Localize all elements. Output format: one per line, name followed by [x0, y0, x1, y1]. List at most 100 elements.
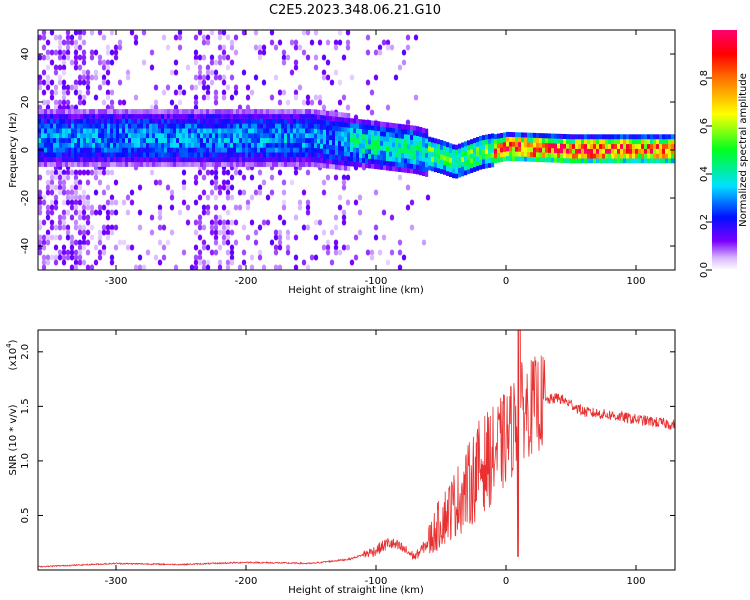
- spectrogram-ridge-cell: [368, 153, 372, 159]
- spectrogram-ridge-cell: [575, 158, 579, 164]
- spectrogram-ridge-cell: [167, 142, 171, 148]
- spectrogram-ridge-cell: [206, 118, 210, 124]
- spectrogram-ridge-cell: [359, 148, 363, 154]
- spectrogram-ridge-cell: [116, 147, 120, 153]
- spectrogram-ridge-cell: [119, 152, 123, 158]
- spectrogram-ridge-cell: [77, 142, 81, 148]
- spectrogram-ridge-cell: [476, 156, 480, 162]
- spectrogram-ridge-cell: [317, 119, 321, 125]
- spectrogram-ridge-cell: [212, 133, 216, 139]
- spectrogram-ridge-cell: [272, 113, 276, 119]
- spectrogram-ridge-cell: [536, 157, 540, 163]
- spectrogram-ridge-cell: [644, 134, 648, 140]
- spectrogram-ridge-cell: [377, 164, 381, 170]
- spectrogram-ridge-cell: [665, 139, 669, 145]
- spectrogram-speckle: [41, 254, 47, 261]
- spectrogram-ridge-cell: [368, 144, 372, 150]
- spectrogram-speckle: [205, 194, 211, 201]
- spectrogram-ridge-cell: [512, 136, 516, 142]
- spectrogram-ridge-cell: [410, 158, 414, 164]
- spectrogram-ridge-cell: [119, 157, 123, 163]
- spectrogram-ridge-cell: [338, 155, 342, 161]
- spectrogram-ridge-cell: [464, 151, 468, 157]
- spectrogram-speckle: [229, 184, 235, 191]
- spectrogram-ridge-cell: [47, 133, 51, 139]
- spectrogram-speckle: [289, 39, 295, 46]
- spectrogram-speckle: [101, 59, 107, 66]
- spectrogram-ridge-cell: [581, 158, 585, 164]
- spectrogram-ridge-cell: [431, 137, 435, 143]
- spectrogram-ridge-cell: [431, 166, 435, 172]
- spectrogram-speckle: [193, 259, 199, 266]
- spectrogram-ridge-cell: [242, 128, 246, 134]
- spectrogram-ridge-cell: [641, 153, 645, 159]
- spectrogram-speckle: [153, 84, 159, 91]
- spectrogram-speckle: [229, 74, 235, 81]
- spectrogram-ridge-cell: [137, 137, 141, 143]
- spectrogram-ridge-cell: [284, 137, 288, 143]
- spectrogram-speckle: [245, 234, 251, 241]
- spectrogram-ridge-cell: [275, 147, 279, 153]
- spectrogram-ridge-cell: [194, 147, 198, 153]
- spectrogram-ridge-cell: [590, 158, 594, 164]
- spectrogram-ridge-cell: [416, 130, 420, 136]
- spectrogram-ridge-cell: [506, 151, 510, 157]
- spectrogram-ridge-cell: [533, 147, 537, 153]
- spectrogram-ridge-cell: [65, 142, 69, 148]
- spectrogram-speckle: [293, 234, 299, 241]
- spectrogram-ridge-cell: [656, 148, 660, 154]
- spectrogram-speckle: [53, 234, 59, 241]
- spectrogram-ridge-cell: [287, 161, 291, 167]
- spectrogram-ridge-cell: [44, 113, 48, 119]
- spectrogram-ridge-cell: [344, 146, 348, 152]
- spectrogram-ridge-cell: [215, 118, 219, 124]
- spectrogram-ridge-cell: [578, 158, 582, 164]
- spectrogram-ridge-cell: [437, 143, 441, 149]
- spectrogram-speckle: [61, 174, 67, 181]
- spectrogram-ridge-cell: [62, 142, 66, 148]
- spectrogram-ridge-cell: [254, 128, 258, 134]
- spectrogram-ridge-cell: [341, 165, 345, 171]
- spectrogram-ridge-cell: [413, 154, 417, 160]
- spectrogram-ridge-cell: [653, 153, 657, 159]
- spectrogram-ridge-cell: [611, 158, 615, 164]
- spectrogram-ridge-cell: [332, 149, 336, 155]
- spectrogram-ridge-cell: [338, 121, 342, 127]
- spectrogram-ridge-cell: [47, 161, 51, 167]
- spectrogram-ridge-cell: [56, 123, 60, 129]
- spectrogram-ridge-cell: [293, 113, 297, 119]
- spectrogram-speckle: [257, 249, 263, 256]
- spectrogram-speckle: [281, 89, 287, 96]
- spectrogram-ridge-cell: [299, 133, 303, 139]
- spectrogram-image: [38, 30, 675, 270]
- spectrogram-ridge-cell: [272, 137, 276, 143]
- spectrogram-speckle: [357, 194, 363, 201]
- spectrogram-ridge-cell: [83, 152, 87, 158]
- spectrogram-ridge-cell: [296, 113, 300, 119]
- spectrogram-ridge-cell: [395, 152, 399, 158]
- spectrogram-ridge-cell: [89, 123, 93, 129]
- spectrogram-ridge-cell: [104, 147, 108, 153]
- spectrogram-speckle: [45, 54, 51, 61]
- spectrogram-speckle: [133, 264, 139, 270]
- spectrogram-ridge-cell: [623, 148, 627, 154]
- spectrogram-ridge-cell: [551, 133, 555, 139]
- spectrogram-ridge-cell: [164, 123, 168, 129]
- spectrogram-ridge-cell: [611, 148, 615, 154]
- spectrogram-ridge-cell: [605, 158, 609, 164]
- spectrogram-speckle: [149, 169, 155, 176]
- spectrogram-ridge-cell: [92, 133, 96, 139]
- spectrogram-ridge-cell: [548, 133, 552, 139]
- spectrogram-speckle: [189, 264, 195, 270]
- spectrogram-speckle: [305, 99, 311, 106]
- spectrogram-ridge-cell: [131, 128, 135, 134]
- spectrogram-speckle: [281, 179, 287, 186]
- spectrogram-ridge-cell: [329, 125, 333, 131]
- spectrogram-ridge-cell: [134, 142, 138, 148]
- spectrogram-ridge-cell: [470, 163, 474, 169]
- spectrogram-ridge-cell: [95, 157, 99, 163]
- spectrogram-speckle: [65, 234, 71, 241]
- spectrogram-ridge-cell: [281, 113, 285, 119]
- spectrogram-ridge-cell: [104, 137, 108, 143]
- spectrogram-ridge-cell: [41, 133, 45, 139]
